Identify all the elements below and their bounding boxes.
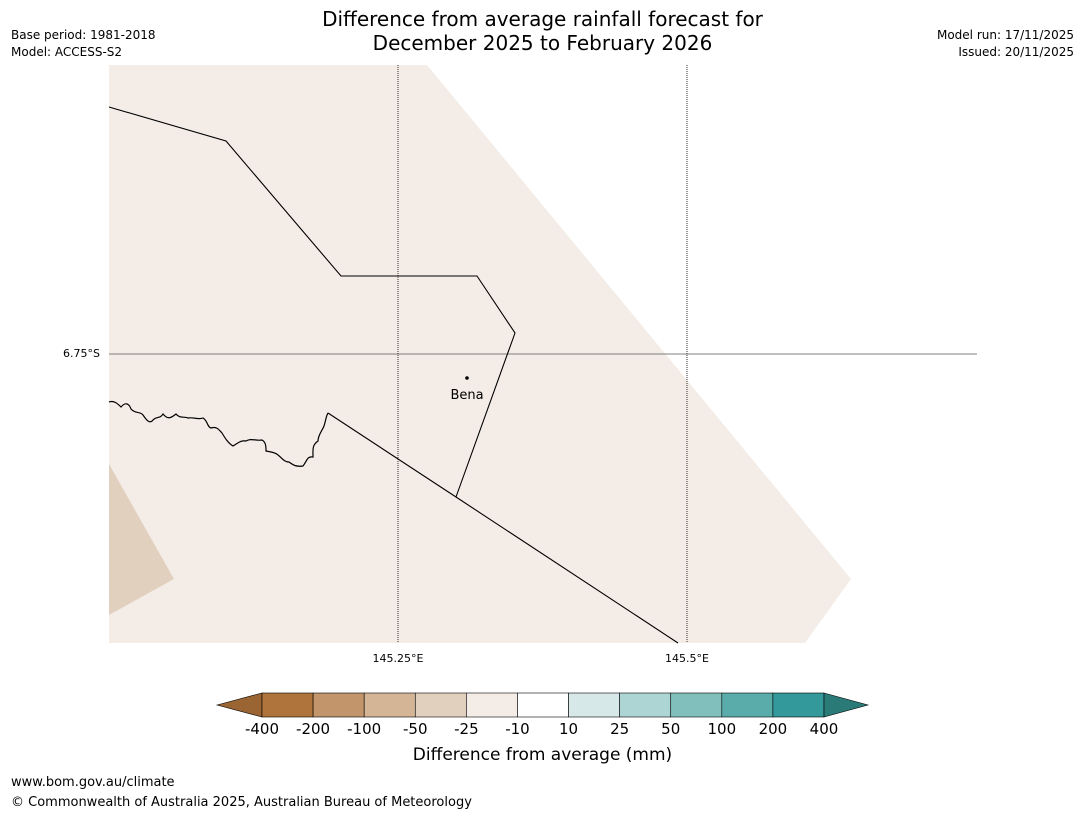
colorbar-tick-label: -50 (403, 720, 428, 738)
province-boundary-north (108, 106, 516, 498)
colorbar-tick-label: -25 (454, 720, 479, 738)
model-run: Model run: 17/11/2025 (936, 28, 1074, 42)
colorbar-tick-label: 50 (661, 720, 681, 738)
colorbar-swatch (670, 692, 723, 718)
colorbar-swatch (312, 692, 365, 718)
colorbar-swatch (363, 692, 416, 718)
longitude-label-145-25: 145.25°E (372, 652, 424, 665)
colorbar-swatch (466, 692, 518, 718)
colorbar-swatch (619, 692, 672, 718)
colorbar-swatch (517, 692, 569, 718)
colorbar-swatch (721, 692, 774, 718)
province-boundary-south (327, 412, 679, 644)
model-name: Model: ACCESS-S2 (11, 45, 123, 59)
colorbar-tick-label: 10 (558, 720, 579, 738)
colorbar-swatch (261, 692, 314, 718)
meta-right: Model run: 17/11/2025 Issued: 20/11/2025 (937, 27, 1074, 61)
river-boundary (108, 400, 329, 467)
colorbar-extend-high (823, 692, 870, 718)
colorbar-tick-label: 400 (809, 720, 839, 738)
colorbar-tick-label: -10 (505, 720, 530, 738)
colorbar (215, 692, 870, 718)
website-link[interactable]: www.bom.gov.au/climate (11, 775, 175, 790)
longitude-label-145-5: 145.5°E (665, 652, 709, 665)
colorbar-tick-label: -400 (244, 720, 280, 738)
colorbar-tick-label: -100 (347, 720, 382, 738)
colorbar-swatch (568, 692, 620, 718)
latitude-label: 6.75°S (63, 347, 100, 360)
colorbar-tick-label: 100 (707, 720, 737, 738)
meta-left: Base period: 1981-2018 Model: ACCESS-S2 (11, 27, 156, 61)
colorbar-tick-label: 200 (758, 720, 788, 738)
title-line-1: Difference from average rainfall forecas… (322, 7, 763, 31)
colorbar-tick-label: 25 (610, 720, 630, 738)
issued-date: Issued: 20/11/2025 (958, 45, 1074, 59)
place-label-bena: Bena (450, 388, 484, 403)
colorbar-tick-label: -200 (296, 720, 331, 738)
rainfall-region-secondary (109, 464, 174, 615)
map-title: Difference from average rainfall forecas… (0, 7, 1085, 55)
colorbar-extend-low (215, 692, 263, 718)
title-line-2: December 2025 to February 2026 (372, 31, 713, 55)
colorbar-swatch (414, 692, 467, 718)
bena-location-marker (465, 376, 469, 380)
base-period: Base period: 1981-2018 (11, 28, 156, 42)
colorbar-swatch (772, 692, 825, 718)
copyright-text: © Commonwealth of Australia 2025, Austra… (11, 795, 472, 810)
colorbar-label: Difference from average (mm) (412, 745, 673, 765)
